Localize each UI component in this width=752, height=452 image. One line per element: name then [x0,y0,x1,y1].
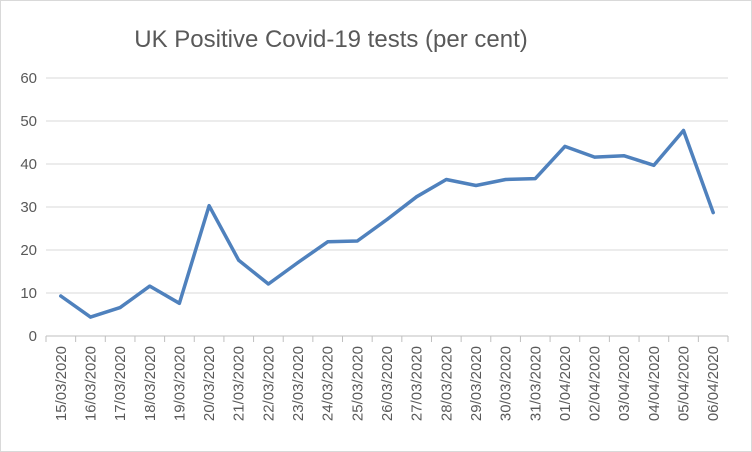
y-tick-label: 0 [29,328,37,345]
data-point [296,260,300,264]
data-point [504,177,508,181]
x-tick-label: 16/03/2020 [82,346,99,421]
data-point [444,177,448,181]
x-tick-label: 29/03/2020 [468,346,485,421]
x-tick-label: 20/03/2020 [201,346,218,421]
x-tick-label: 04/04/2020 [646,346,663,421]
data-point [326,240,330,244]
x-tick-label: 28/03/2020 [438,346,455,421]
y-tick-labels: 0 10 20 30 40 50 60 [20,70,37,345]
x-tick-label: 25/03/2020 [349,346,366,421]
data-point [563,144,567,148]
x-tick-label: 23/03/2020 [290,346,307,421]
x-tick-label: 18/03/2020 [142,346,159,421]
data-point [622,154,626,158]
x-tick-label: 03/04/2020 [616,346,633,421]
y-tick-label: 30 [20,199,37,216]
data-point [266,282,270,286]
x-tick-label: 05/04/2020 [676,346,693,421]
data-point [652,163,656,167]
data-point [682,128,686,132]
data-point [415,195,419,199]
y-tick-label: 60 [20,70,37,87]
x-tick-label: 01/04/2020 [557,346,574,421]
y-tick-label: 10 [20,285,37,302]
x-tick-label: 27/03/2020 [409,346,426,421]
data-point [207,204,211,208]
data-point [474,184,478,187]
axes [45,335,729,342]
x-tick-label: 26/03/2020 [379,346,396,421]
x-tick-labels: 15/03/2020 16/03/2020 17/03/2020 18/03/2020… [53,346,722,421]
x-tick-label: 17/03/2020 [112,346,129,421]
data-point [593,155,597,159]
chart-title: UK Positive Covid-19 tests (per cent) [134,26,527,53]
data-point [385,217,389,221]
y-tick-label: 40 [20,156,37,173]
x-tick-label: 24/03/2020 [320,346,337,421]
x-tick-label: 30/03/2020 [498,346,515,421]
gridlines [46,77,728,294]
data-point [118,306,122,310]
series-line [59,128,715,319]
data-point [711,211,715,215]
data-point [355,239,359,243]
series [59,128,715,319]
x-tick-label: 06/04/2020 [705,346,722,421]
y-tick-label: 50 [20,113,37,130]
data-point [88,315,92,319]
data-point [533,177,537,181]
x-tick-label: 02/04/2020 [587,346,604,421]
x-tick-label: 22/03/2020 [260,346,277,421]
y-tick-label: 20 [20,242,37,259]
data-point [237,258,241,262]
x-tick-label: 21/03/2020 [231,346,248,421]
data-point [148,284,152,288]
x-tick-label: 19/03/2020 [171,346,188,421]
data-point [59,294,63,298]
x-tick-label: 15/03/2020 [53,346,70,421]
data-point [177,301,181,305]
x-tick-label: 31/03/2020 [527,346,544,421]
